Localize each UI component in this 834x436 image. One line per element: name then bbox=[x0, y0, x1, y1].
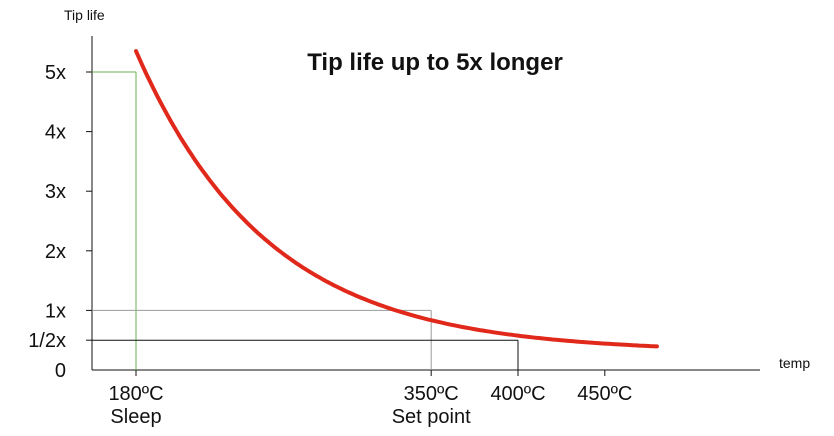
y-tick-label: 5x bbox=[45, 62, 66, 84]
x-tick-sublabel: Set point bbox=[392, 406, 471, 428]
reference-lines-group bbox=[92, 71, 519, 370]
y-ticks-group: 0 1/2x 1x 2x 3x 4x 5x bbox=[28, 62, 92, 382]
x-tick-label: 450ºC bbox=[577, 383, 632, 405]
y-tick-label: 2x bbox=[45, 241, 66, 263]
x-tick-sublabel: Sleep bbox=[110, 406, 161, 428]
tip-life-curve bbox=[134, 49, 659, 349]
y-tick-label: 1/2x bbox=[28, 330, 66, 352]
chart-title: Tip life up to 5x longer bbox=[307, 49, 563, 76]
y-axis-label: Tip life bbox=[64, 7, 105, 23]
x-tick-label: 180ºC bbox=[108, 383, 163, 405]
x-axis-label: temp bbox=[779, 355, 810, 371]
y-tick-label: 4x bbox=[45, 122, 66, 144]
y-tick-label: 0 bbox=[55, 360, 66, 382]
y-tick-label: 3x bbox=[45, 181, 66, 203]
x-tick-label: 350ºC bbox=[404, 383, 459, 405]
y-tick-label: 1x bbox=[45, 300, 66, 322]
x-tick-label: 400ºC bbox=[490, 383, 545, 405]
